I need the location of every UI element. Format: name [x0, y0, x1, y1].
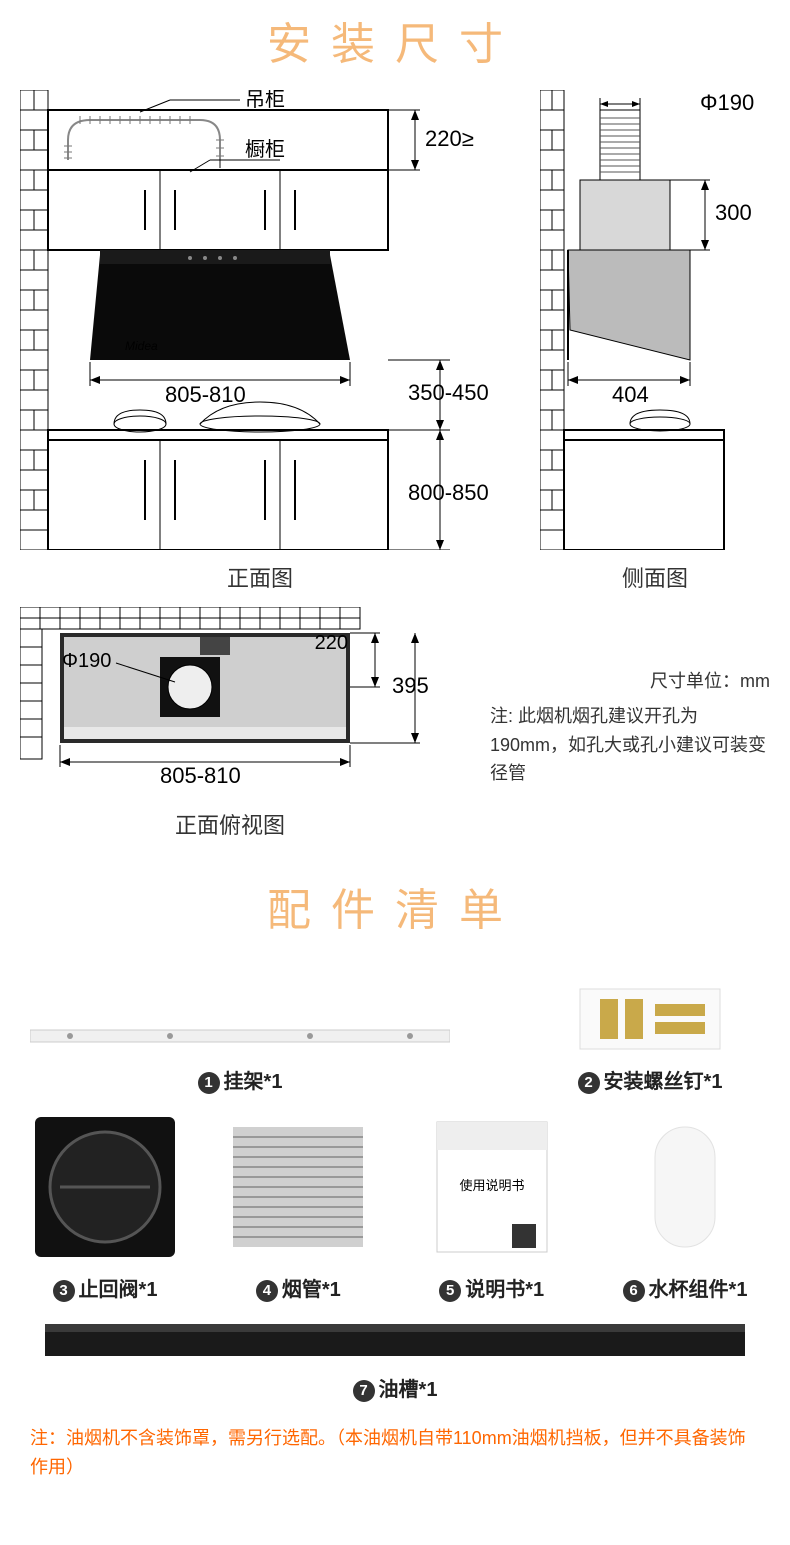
- part-6-label: 水杯组件*1: [649, 1279, 748, 1301]
- badge-6: 6: [623, 1280, 645, 1302]
- overhead-cabinet-label: 吊柜: [245, 90, 285, 111]
- part-7: 7油槽*1: [35, 1320, 755, 1402]
- part-2: 2安装螺丝钉*1: [530, 984, 770, 1094]
- duct-pipe-icon: [223, 1112, 373, 1262]
- side-duct-dia: Φ190: [700, 90, 754, 115]
- manual-icon: 使用说明书: [422, 1112, 562, 1262]
- gap-top-dim: 220≥: [425, 126, 474, 151]
- screws-icon: [560, 984, 740, 1054]
- parts-title: 配件清单: [0, 866, 790, 956]
- badge-1: 1: [198, 1072, 220, 1094]
- svg-text:Midea: Midea: [125, 339, 158, 353]
- top-width-dim: 805-810: [160, 763, 241, 788]
- side-view-caption: 侧面图: [540, 561, 770, 593]
- svg-text:使用说明书: 使用说明书: [459, 1178, 524, 1193]
- front-view: 吊柜 橱柜 Midea 805-810: [20, 90, 500, 593]
- side-depth-hood: 404: [612, 382, 649, 407]
- hole-note: 注: 此烟机烟孔建议开孔为190mm，如孔大或孔小建议可装变径管: [490, 702, 770, 788]
- badge-5: 5: [439, 1280, 461, 1302]
- side-depth-top: 300: [715, 200, 752, 225]
- top-depth1-dim: 220: [315, 632, 348, 654]
- unit-note: 尺寸单位：mm: [490, 667, 770, 696]
- counter-height-dim: 800-850: [408, 480, 489, 505]
- dimensions-section: 吊柜 橱柜 Midea 805-810: [0, 90, 790, 840]
- part-1: 1挂架*1: [20, 1018, 460, 1094]
- bracket-icon: [30, 1018, 450, 1054]
- oil-tray-icon: [45, 1320, 745, 1362]
- badge-7: 7: [353, 1380, 375, 1402]
- part-1-label: 挂架*1: [224, 1071, 283, 1093]
- gap-hood-counter-dim: 350-450: [408, 380, 489, 405]
- part-4-label: 烟管*1: [282, 1279, 341, 1301]
- parts-section: 1挂架*1 2安装螺丝钉*1 3止回阀*1: [0, 956, 790, 1502]
- side-view: Φ190 300 404: [540, 90, 770, 593]
- check-valve-icon: [30, 1112, 180, 1262]
- top-view: Φ190 805-810 220: [20, 607, 440, 840]
- badge-2: 2: [578, 1072, 600, 1094]
- upper-cabinet-label: 橱柜: [245, 138, 285, 161]
- badge-4: 4: [256, 1280, 278, 1302]
- part-5-label: 说明书*1: [465, 1279, 544, 1301]
- front-view-diagram: 吊柜 橱柜 Midea 805-810: [20, 90, 500, 550]
- top-depth2-dim: 395: [392, 673, 429, 698]
- part-7-label: 油槽*1: [379, 1379, 438, 1401]
- cup-icon: [620, 1112, 750, 1262]
- part-4: 4烟管*1: [213, 1112, 383, 1302]
- part-3-label: 止回阀*1: [79, 1279, 158, 1301]
- parts-footnote: 注：油烟机不含装饰罩，需另行选配。（本油烟机自带110mm油烟机挡板，但并不具备…: [20, 1410, 770, 1482]
- side-view-diagram: Φ190 300 404: [540, 90, 770, 550]
- part-5: 使用说明书 5说明书*1: [407, 1112, 577, 1302]
- front-view-caption: 正面图: [20, 561, 500, 593]
- part-2-label: 安装螺丝钉*1: [604, 1071, 723, 1093]
- badge-3: 3: [53, 1280, 75, 1302]
- dimensions-title: 安装尺寸: [0, 0, 790, 90]
- hood-width-dim: 805-810: [165, 382, 246, 407]
- top-view-diagram: Φ190 805-810 220: [20, 607, 440, 797]
- part-3: 3止回阀*1: [20, 1112, 190, 1302]
- top-view-caption: 正面俯视图: [20, 808, 440, 840]
- top-duct-dia: Φ190: [62, 650, 111, 672]
- part-6: 6水杯组件*1: [600, 1112, 770, 1302]
- dimension-notes: 尺寸单位：mm 注: 此烟机烟孔建议开孔为190mm，如孔大或孔小建议可装变径管: [490, 607, 770, 788]
